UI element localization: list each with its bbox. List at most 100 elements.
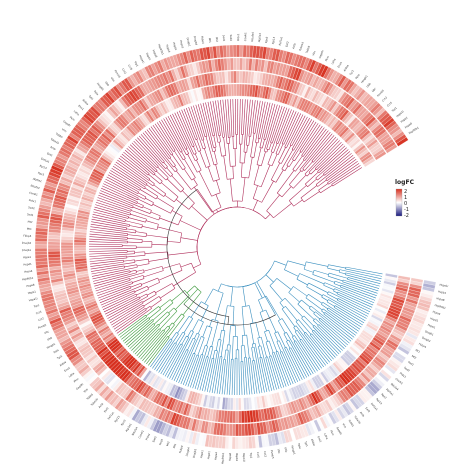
dendrogram-branch	[314, 318, 347, 348]
gene-label: Hspd1	[430, 316, 439, 323]
dendrogram-branch	[183, 158, 186, 161]
gene-label: Hspa8	[228, 452, 232, 461]
heatmap-cell	[231, 436, 236, 450]
dendrogram-branch	[164, 194, 175, 203]
heatmap-cell	[73, 245, 87, 249]
dendrogram-branch	[129, 275, 144, 280]
gene-label: Tubb5	[305, 45, 312, 54]
dendrogram-branch	[167, 325, 171, 328]
dendrogram-branch	[303, 128, 327, 160]
heatmap-cell	[34, 247, 48, 252]
gene-label: Sod1	[158, 438, 164, 446]
dendrogram-branch	[276, 278, 292, 290]
dendrogram-branch	[106, 298, 141, 317]
dendrogram-branch	[167, 115, 186, 150]
dendrogram-branch	[143, 296, 160, 307]
dendrogram-branch	[181, 151, 186, 159]
dendrogram-branch	[281, 111, 297, 144]
gene-label: Dnajb4	[421, 335, 431, 343]
dendrogram-branch	[230, 99, 233, 137]
dendrogram-branch	[147, 286, 149, 290]
dendrogram-branch	[316, 143, 344, 170]
dendrogram-branch	[256, 281, 276, 315]
dendrogram-branch	[313, 269, 329, 275]
dendrogram-branch	[242, 286, 247, 307]
dendrogram-branch	[111, 168, 145, 190]
dendrogram-branch	[166, 237, 169, 245]
dendrogram-branch	[191, 263, 196, 273]
dendrogram-branch	[147, 173, 150, 176]
dendrogram-branch	[134, 290, 136, 293]
dendrogram-branch	[292, 121, 317, 160]
dendrogram-branch	[304, 138, 339, 175]
dendrogram-branch	[305, 171, 319, 185]
heatmap-cell	[235, 410, 239, 424]
heatmap-cell	[34, 244, 48, 249]
dendrogram-branch	[111, 304, 144, 326]
dendrogram-branch	[142, 275, 145, 279]
dendrogram-branch	[213, 179, 220, 182]
dendrogram-branch	[295, 340, 316, 373]
dendrogram-branch	[234, 358, 236, 395]
gene-label: Hspb1	[235, 453, 239, 462]
heatmap-cell	[47, 250, 61, 255]
dendrogram-branch	[277, 351, 292, 385]
gene-label: Tpi1	[304, 441, 310, 448]
dendrogram-branch	[246, 145, 248, 153]
dendrogram-branch	[166, 178, 181, 193]
gene-label: Hspa8	[404, 121, 413, 129]
dendrogram-branch	[193, 178, 198, 186]
gene-label: Vim	[311, 50, 317, 57]
gene-label: Cct5	[35, 310, 42, 316]
dendrogram-branch	[186, 285, 195, 294]
dendrogram-branch	[326, 301, 335, 307]
dendrogram-branch	[158, 343, 177, 373]
dendrogram-branch	[333, 281, 336, 284]
dendrogram-branch	[151, 202, 154, 206]
dendrogram-branch	[284, 297, 303, 318]
dendrogram-branch	[150, 126, 172, 156]
dendrogram-branch	[254, 100, 261, 134]
gene-label: Eno1	[77, 104, 85, 112]
heatmap-cell	[60, 241, 74, 246]
legend-tick-label: -2	[404, 213, 409, 219]
gene-label: Rps3	[380, 392, 388, 400]
dendrogram-branch	[308, 307, 315, 313]
gene-label: Cct5	[386, 100, 393, 107]
dendrogram-branch	[140, 330, 165, 360]
dendrogram-branch	[91, 266, 138, 277]
dendrogram-branch	[252, 200, 258, 211]
dendrogram-branch	[268, 142, 272, 150]
dendrogram-branch	[112, 165, 146, 188]
dendrogram-branch	[317, 179, 327, 187]
gene-label: Hspb1	[27, 289, 36, 295]
dendrogram-branch	[130, 213, 147, 220]
dendrogram-branch	[217, 283, 222, 292]
gene-label: Tpi1	[348, 69, 355, 76]
dendrogram-branch	[264, 331, 268, 342]
dendrogram-branch	[284, 269, 299, 277]
gene-label: Hmgb1	[290, 445, 296, 455]
dendrogram-branch	[135, 139, 171, 177]
dendrogram-branch	[154, 174, 163, 182]
dendrogram-branch	[328, 291, 371, 313]
dendrogram-branch	[271, 153, 278, 167]
dendrogram-branch	[182, 167, 186, 171]
gene-label: Tubb5	[86, 392, 95, 401]
dendrogram-branch	[176, 170, 192, 190]
dendrogram-branch	[155, 283, 173, 294]
heatmap-cell	[241, 410, 245, 424]
dendrogram-branch	[174, 342, 177, 345]
dendrogram-branch	[212, 318, 219, 322]
dendrogram-branch	[92, 214, 126, 222]
dendrogram-branch	[337, 298, 370, 315]
dendrogram-branch	[232, 99, 235, 137]
dendrogram-branch	[182, 353, 196, 385]
dendrogram-branch	[317, 324, 320, 327]
dendrogram-branch	[303, 331, 306, 334]
gene-label: Ppia	[297, 443, 303, 450]
dendrogram-branch	[257, 337, 260, 347]
dendrogram-branch	[224, 350, 229, 395]
dendrogram-branch	[108, 301, 143, 322]
dendrogram-branch	[299, 123, 319, 152]
